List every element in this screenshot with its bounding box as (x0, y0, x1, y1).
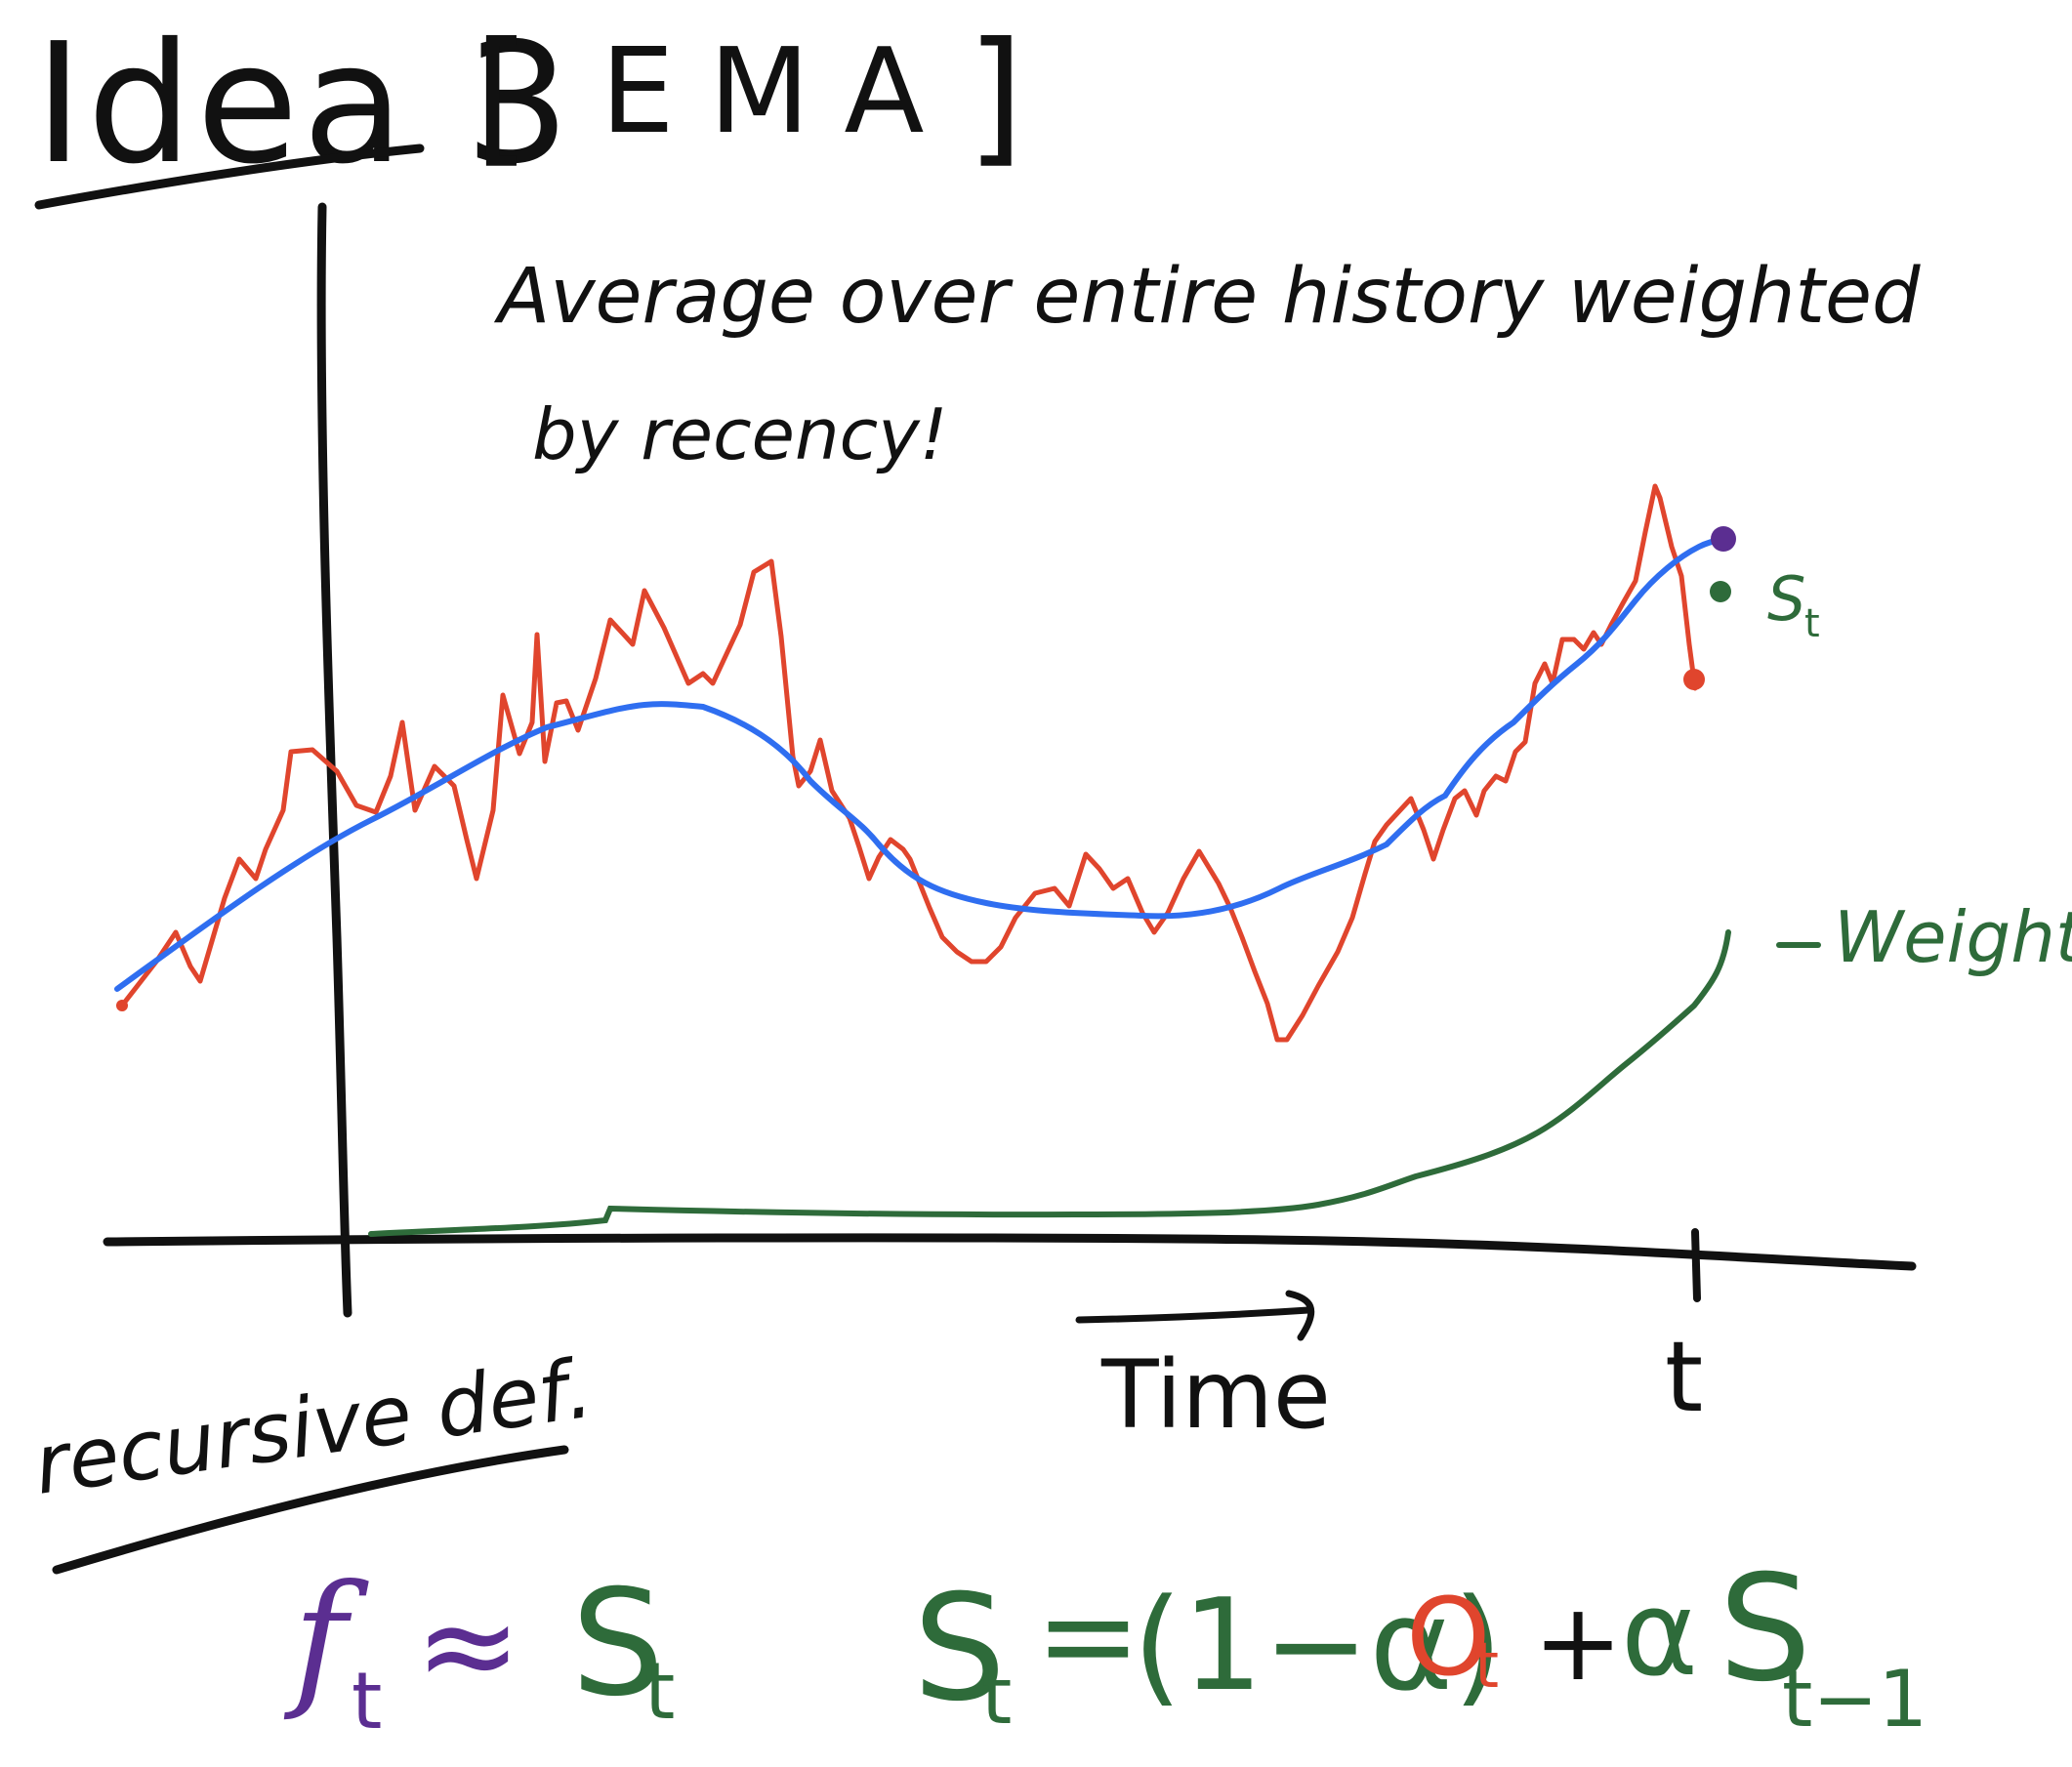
title-underline (34, 144, 425, 210)
ema-point (1710, 581, 1731, 602)
ema-alpha: α (1621, 1567, 1698, 1703)
x-axis-label: Time (1100, 1340, 1331, 1450)
approx-s-sub: t (644, 1646, 675, 1737)
approx-f-sub: t (352, 1656, 382, 1746)
legend-st-sub: t (1804, 601, 1820, 646)
approx-symbol: ≈ (415, 1571, 521, 1719)
ema-series (114, 536, 1726, 992)
ema-s-prev: S (1719, 1544, 1811, 1714)
ema-s: S (913, 1564, 1006, 1734)
ema-o: O (1406, 1575, 1491, 1700)
approx-s: S (571, 1559, 664, 1729)
title-bracket-open: [ (474, 12, 531, 182)
raw-series-start-dot (116, 1000, 128, 1011)
ema-o-sub: t (1474, 1630, 1499, 1703)
title-ema-label: EMA (601, 24, 958, 160)
weight-curve (368, 929, 1731, 1237)
recursive-underline (52, 1445, 569, 1575)
ema-plus: + (1533, 1580, 1623, 1705)
description-line2: by recency! (532, 393, 948, 475)
ema-s-prev-sub: t−1 (1782, 1654, 1927, 1745)
title-bracket-close: ] (967, 12, 1024, 182)
ema-one-minus-alpha: (1−α) (1133, 1571, 1503, 1719)
description-line1: Average over entire history weighted (493, 253, 1921, 341)
ema-equals: = (1035, 1561, 1141, 1709)
raw-observation-series (119, 483, 1698, 1043)
t-tick-mark (1691, 1228, 1701, 1302)
ema-formula: S t = (1−α) O t + α S t−1 (913, 1544, 1927, 1745)
legend-weight-label: Weight (1834, 896, 2072, 978)
recursive-heading: recursive def. (28, 1340, 598, 1513)
forecast-point (1711, 526, 1736, 552)
approx-formula: f t ≈ S t (283, 1554, 675, 1746)
x-axis (103, 1233, 1917, 1271)
title-text: Idea 3 (34, 8, 574, 201)
t-tick-label: t (1665, 1320, 1703, 1434)
y-axis (316, 202, 352, 1318)
ema-s-sub: t (981, 1651, 1012, 1742)
time-arrow (1075, 1290, 1315, 1341)
legend-st-label: S (1767, 563, 1805, 635)
observation-point (1683, 669, 1705, 690)
